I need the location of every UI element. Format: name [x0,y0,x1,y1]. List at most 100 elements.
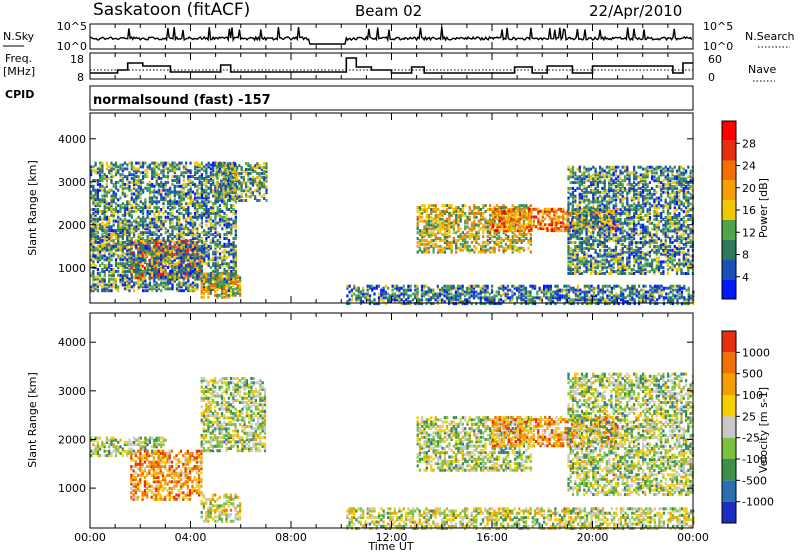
heatmap-cell [205,262,207,265]
heatmap-cell [115,278,117,281]
heatmap-cell [510,225,512,228]
heatmap-cell [190,289,192,292]
heatmap-cell [225,284,227,287]
heatmap-cell [167,212,169,215]
heatmap-cell [153,162,155,165]
heatmap-cell [131,227,133,230]
heatmap-cell [110,268,112,271]
heatmap-cell [192,285,194,288]
heatmap-cell [430,224,432,227]
heatmap-cell [167,175,169,178]
heatmap-cell [208,253,210,256]
heatmap-cell [160,258,162,261]
heatmap-cell [457,235,459,238]
heatmap-cell [494,216,496,219]
heatmap-cell [192,216,194,219]
heatmap-cell [500,298,502,301]
heatmap-cell [174,175,176,178]
heatmap-cell [144,270,146,273]
heatmap-cell [421,293,423,296]
heatmap-cell [223,290,225,293]
cpid-label: CPID [5,88,34,101]
heatmap-cell [446,208,448,211]
heatmap-cell [169,276,171,279]
heatmap-cell [183,165,185,168]
heatmap-cell [165,193,167,196]
heatmap-cell [535,216,537,219]
heatmap-cell [419,206,421,209]
heatmap-cell [494,223,496,226]
heatmap-cell [529,291,531,294]
heatmap-cell [199,214,201,217]
heatmap-cell [180,241,182,244]
heatmap-cell [500,294,502,297]
heatmap-cell [208,262,210,265]
heatmap-cell [482,235,484,238]
heatmap-cell [423,235,425,238]
heatmap-cell [149,204,151,207]
heatmap-cell [138,264,140,267]
heatmap-cell [151,247,153,250]
heatmap-cell [681,291,683,294]
heatmap-cell [428,220,430,223]
heatmap-cell [101,218,103,221]
heatmap-cell [108,237,110,240]
heatmap-cell [514,249,516,252]
heatmap-cell [221,227,223,230]
heatmap-cell [417,210,419,213]
heatmap-cell [247,189,249,192]
heatmap-cell [586,291,588,294]
heatmap-cell [162,273,164,276]
heatmap-cell [634,285,636,288]
heatmap-cell [160,268,162,271]
heatmap-cell [487,225,489,228]
heatmap-cell [667,296,669,299]
heatmap-cell [223,212,225,215]
heatmap-cell [135,167,137,170]
heatmap-cell [469,206,471,209]
heatmap-cell [515,223,517,226]
heatmap-cell [210,233,212,236]
heatmap-cell [464,220,466,223]
heatmap-cell [147,165,149,168]
heatmap-cell [457,224,459,227]
heatmap-cell [196,227,198,230]
heatmap-cell [210,272,212,275]
heatmap-cell [236,185,238,188]
heatmap-cell [367,285,369,288]
heatmap-cell [104,258,106,261]
heatmap-cell [487,243,489,246]
heatmap-cell [523,204,525,207]
heatmap-cell [233,220,235,223]
heatmap-cell [95,247,97,250]
heatmap-cell [480,212,482,215]
heatmap-cell [435,298,437,301]
heatmap-cell [453,208,455,211]
heatmap-cell [212,256,214,259]
heatmap-cell [482,291,484,294]
heatmap-cell [552,291,554,294]
heatmap-cell [210,278,212,281]
heatmap-cell [190,254,192,257]
heatmap-cell [239,284,241,287]
heatmap-cell [110,195,112,198]
heatmap-cell [165,249,167,252]
heatmap-cell [131,253,133,256]
heatmap-cell [131,204,133,207]
heatmap-cell [263,162,265,165]
heatmap-cell [423,220,425,223]
heatmap-cell [95,276,97,279]
heatmap-cell [611,287,613,290]
heatmap-cell [171,270,173,273]
heatmap-cell [550,285,552,288]
heatmap-cell [92,283,94,286]
heatmap-cell [475,291,477,294]
heatmap-cell [187,202,189,205]
heatmap-cell [156,247,158,250]
heatmap-cell [183,282,185,285]
heatmap-cell [609,291,611,294]
heatmap-cell [517,208,519,211]
heatmap-cell [245,182,247,185]
heatmap-cell [503,204,505,207]
heatmap-cell [201,225,203,228]
